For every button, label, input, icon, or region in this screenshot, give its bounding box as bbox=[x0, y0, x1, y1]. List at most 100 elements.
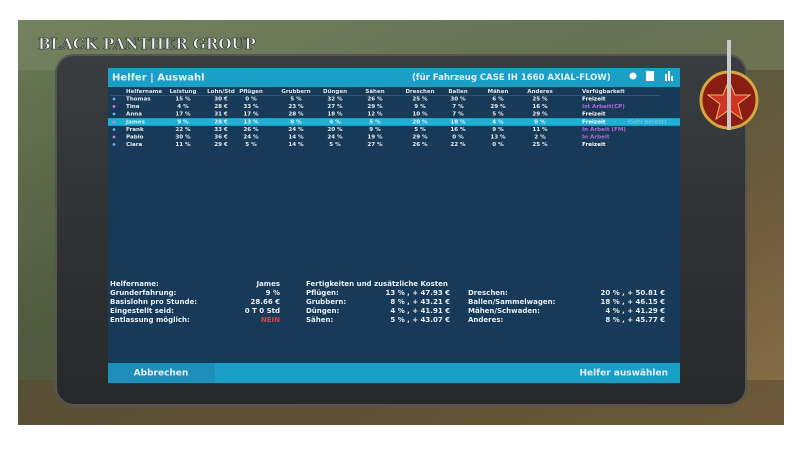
cell: 30 % bbox=[175, 135, 191, 141]
row-marker bbox=[112, 97, 116, 101]
availability: Ist Arbeit(CP) bbox=[582, 104, 625, 110]
cell: 11 % bbox=[175, 142, 191, 148]
detail-label: Entlassung möglich: bbox=[110, 316, 190, 324]
row-marker bbox=[112, 143, 116, 146]
cell: 5 % bbox=[245, 142, 257, 148]
footer-bar bbox=[108, 363, 680, 383]
table-row[interactable]: James 9 % 28 € 13 % 8 % 4 % 5 % 20 % 18 % 4 % 8 % F… bbox=[108, 118, 680, 126]
row-highlight bbox=[108, 118, 680, 126]
cell: 11 % bbox=[532, 127, 548, 133]
detail-label: Grunderfahrung: bbox=[110, 289, 177, 297]
column-header: Pflügen bbox=[239, 89, 263, 95]
column-header: Ballen bbox=[448, 89, 467, 95]
cell: 24 % bbox=[288, 127, 304, 133]
cell: 16 % bbox=[450, 127, 466, 133]
icon-chart bbox=[668, 71, 670, 81]
icon-chart bbox=[665, 74, 667, 81]
cell: 29 % bbox=[490, 104, 506, 110]
cancel-button[interactable] bbox=[108, 363, 215, 383]
cell: 0 % bbox=[245, 97, 257, 103]
cell: 9 % bbox=[177, 120, 189, 126]
cell: 26 % bbox=[367, 97, 383, 103]
cell: 10 % bbox=[412, 112, 428, 118]
emblem bbox=[699, 40, 759, 130]
detail-value: 0 T 0 Std bbox=[245, 307, 280, 315]
availability: Freizeit bbox=[582, 142, 606, 148]
detail-value: James bbox=[255, 280, 280, 288]
cell: 28 € bbox=[214, 104, 228, 110]
column-header: Lohn/Std bbox=[207, 89, 235, 95]
cell: 12 % bbox=[367, 112, 383, 118]
cell: 5 % bbox=[492, 112, 504, 118]
skill-value: 8 % , + 45.77 € bbox=[605, 316, 665, 324]
logo: BLACK PANTHER GROUP bbox=[38, 35, 256, 53]
header-title: Helfer | Auswahl bbox=[112, 73, 205, 84]
detail-value: NEIN bbox=[261, 316, 280, 324]
table-row[interactable]: Thomas 15 % 30 € 0 % 5 % 32 % 26 % 25 % 30 % 6 % 2… bbox=[112, 97, 606, 103]
icon-list bbox=[646, 71, 654, 81]
detail-label: Helfername: bbox=[110, 280, 159, 288]
availability: In Arbeit (FM) bbox=[582, 127, 626, 133]
cell: 9 % bbox=[414, 104, 426, 110]
skill-label: Ballen/Sammelwagen: bbox=[468, 298, 556, 306]
cell: 25 % bbox=[532, 97, 548, 103]
skill-value: 8 % , + 43.21 € bbox=[390, 298, 450, 306]
skill-label: Grubbern: bbox=[306, 298, 346, 306]
cell: 16 % bbox=[532, 104, 548, 110]
column-header: Mähen bbox=[488, 89, 509, 95]
detail-label: Eingestellt seid: bbox=[110, 307, 174, 315]
row-marker bbox=[112, 128, 116, 131]
cell: 4 % bbox=[492, 120, 504, 126]
skill-value: 5 % , + 43.07 € bbox=[390, 316, 450, 324]
detail-value: 28.66 € bbox=[251, 298, 281, 306]
icon-helpers bbox=[629, 72, 637, 80]
cell: 26 % bbox=[412, 142, 428, 148]
icon-chart bbox=[671, 76, 673, 81]
table-row[interactable]: Pablo 30 % 36 € 24 % 14 % 24 % 19 % 29 % 0 % 13 %… bbox=[112, 135, 610, 141]
skill-value: 18 % , + 46.15 € bbox=[601, 298, 666, 306]
column-header: Sähen bbox=[365, 89, 384, 95]
cell: 2 % bbox=[534, 135, 546, 141]
availability: Freizeit bbox=[582, 120, 606, 126]
table-row[interactable]: Clara 11 % 29 € 5 % 14 % 5 % 27 % 26 % 22 % 0 % 25… bbox=[112, 142, 606, 148]
cell: 29 % bbox=[367, 104, 383, 110]
cell: 5 % bbox=[329, 142, 341, 148]
availability: Freizeit bbox=[582, 97, 606, 103]
skill-label: Düngen: bbox=[306, 307, 340, 315]
table-row[interactable]: Tina 4 % 28 € 33 % 23 % 27 % 29 % 9 % 7 % 29 % 16 … bbox=[112, 104, 626, 110]
confirm-label[interactable]: Helfer auswählen bbox=[579, 369, 668, 379]
cell: 0 % bbox=[492, 142, 504, 148]
cell: 8 % bbox=[290, 120, 302, 126]
helper-name: Pablo bbox=[126, 135, 144, 141]
cell: 8 % bbox=[534, 120, 546, 126]
cell: 20 % bbox=[412, 120, 428, 126]
cell: 13 % bbox=[243, 120, 259, 126]
table-row[interactable]: Frank 22 % 33 € 26 % 24 % 20 % 9 % 5 % 16 % 9 % 11… bbox=[112, 127, 627, 133]
details-panel: Helfername: James Grunderfahrung: 9 % Basisl… bbox=[110, 280, 665, 324]
column-header: Anderes bbox=[527, 89, 553, 95]
cell: 6 % bbox=[492, 97, 504, 103]
header-bar bbox=[108, 68, 680, 87]
cell: 0 % bbox=[452, 135, 464, 141]
column-header: Verfügbarkeit bbox=[582, 89, 625, 95]
cancel-label[interactable]: Abbrechen bbox=[134, 369, 189, 379]
cell: 30 % bbox=[450, 97, 466, 103]
cell: 22 % bbox=[175, 127, 191, 133]
cell: 17 % bbox=[175, 112, 191, 118]
skill-label: Dreschen: bbox=[468, 289, 508, 297]
cell: 29 € bbox=[214, 142, 228, 148]
cell: 20 % bbox=[327, 127, 343, 133]
cell: 24 % bbox=[327, 135, 343, 141]
cell: 22 % bbox=[450, 142, 466, 148]
column-header: Helfername bbox=[126, 89, 162, 95]
skill-label: Sähen: bbox=[306, 316, 333, 324]
header-icons bbox=[629, 71, 673, 81]
cell: 7 % bbox=[452, 104, 464, 110]
table-row[interactable]: Anna 17 % 31 € 17 % 28 % 18 % 12 % 10 % 7 % 5 % 29… bbox=[112, 112, 606, 118]
cell: 14 % bbox=[288, 135, 304, 141]
skill-label: Mähen/Schwaden: bbox=[468, 307, 540, 315]
cell: 31 € bbox=[214, 112, 228, 118]
cell: 30 € bbox=[214, 97, 228, 103]
cell: 5 % bbox=[414, 127, 426, 133]
